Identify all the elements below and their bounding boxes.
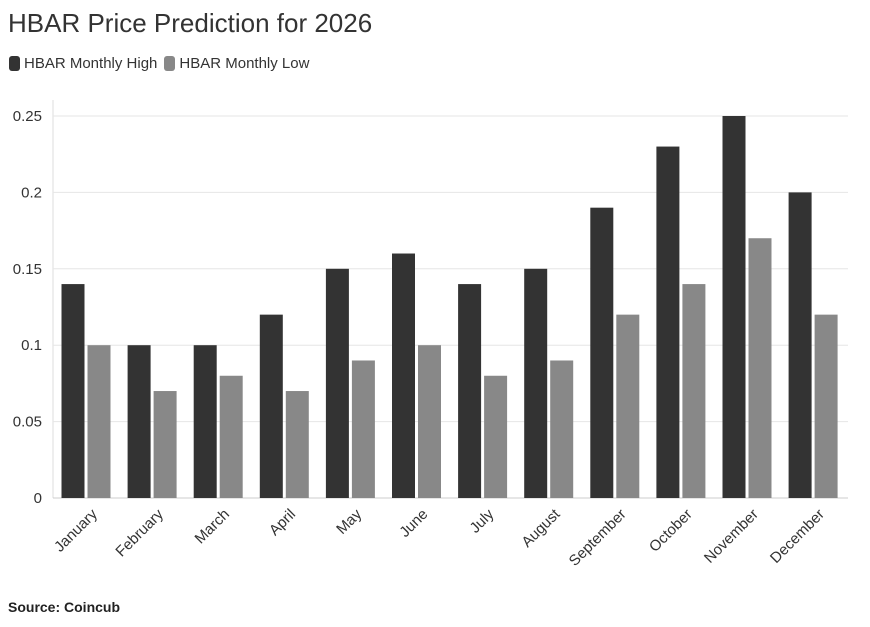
bar-high: [61, 284, 85, 498]
bar-low: [682, 284, 706, 498]
bar-high: [590, 207, 614, 498]
y-tick-label: 0: [34, 490, 42, 507]
legend-swatch-high: [9, 56, 20, 71]
y-tick-label: 0.05: [13, 414, 42, 431]
legend-label-high: HBAR Monthly High: [24, 55, 158, 72]
bar-high: [458, 284, 482, 498]
x-tick-label: June: [396, 506, 431, 541]
x-tick-label: August: [518, 505, 564, 551]
bar-high: [392, 253, 415, 498]
x-tick-label: December: [767, 506, 828, 567]
chart-title: HBAR Price Prediction for 2026: [8, 8, 373, 38]
bar-low: [153, 391, 177, 498]
bar-low: [87, 345, 111, 498]
x-tick-label: March: [192, 506, 233, 547]
bar-high: [127, 345, 151, 498]
x-tick-label: September: [566, 506, 630, 570]
bar-low: [748, 238, 772, 499]
bar-low: [418, 345, 441, 498]
source-note: Source: Coincub: [8, 599, 121, 615]
y-tick-label: 0.25: [13, 108, 42, 125]
x-tick-label: July: [467, 505, 498, 536]
bar-high: [193, 345, 217, 498]
x-tick-label: May: [333, 505, 365, 537]
bar-low: [814, 314, 838, 498]
bar-high: [524, 268, 548, 498]
bar-low: [351, 360, 375, 498]
x-tick-label: October: [646, 506, 696, 556]
legend-item-high: HBAR Monthly High: [9, 55, 157, 72]
legend: HBAR Monthly High HBAR Monthly Low: [9, 55, 316, 72]
bar-low: [219, 375, 243, 498]
bar-high: [788, 192, 812, 498]
bar-high: [656, 146, 680, 498]
x-tick-label: April: [266, 506, 299, 539]
x-tick-label: November: [701, 506, 762, 567]
legend-swatch-low: [164, 56, 176, 71]
y-tick-label: 0.2: [21, 184, 42, 201]
y-tick-label: 0.15: [13, 261, 42, 278]
bar-high: [722, 116, 746, 498]
legend-label-low: HBAR Monthly Low: [179, 55, 310, 72]
bar-low: [484, 375, 508, 498]
bar-high: [325, 268, 349, 498]
bar-low: [550, 360, 574, 498]
x-tick-label: February: [112, 505, 167, 560]
x-tick-label: January: [51, 505, 101, 555]
bar-low: [616, 314, 640, 498]
y-tick-label: 0.1: [21, 337, 42, 354]
bar-low: [285, 391, 309, 498]
legend-item-low: HBAR Monthly Low: [164, 55, 309, 72]
bar-high: [259, 314, 283, 498]
